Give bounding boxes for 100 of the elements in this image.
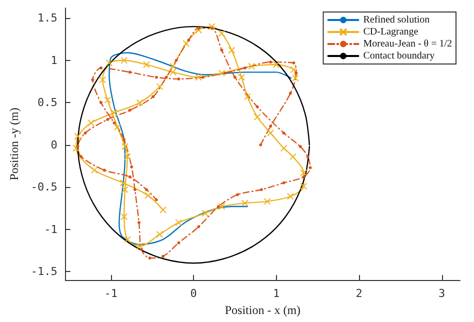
point — [259, 143, 262, 146]
point — [124, 236, 131, 243]
point — [282, 132, 286, 135]
point — [177, 241, 180, 244]
point — [218, 203, 226, 210]
legend-label: Moreau-Jean - θ = 1/2 — [363, 38, 452, 50]
point — [306, 155, 310, 158]
legend-label: CD-Lagrange — [363, 26, 419, 38]
point — [99, 101, 102, 104]
y-tick-label: 1.5 — [38, 12, 58, 25]
x-tick-label: 1 — [273, 287, 280, 300]
point — [142, 61, 150, 68]
point — [254, 113, 261, 120]
point — [133, 188, 136, 192]
point — [228, 46, 236, 54]
point — [90, 166, 98, 174]
point — [286, 192, 294, 200]
point — [162, 254, 165, 258]
point — [140, 248, 143, 252]
point — [124, 153, 131, 160]
point — [220, 48, 224, 52]
point — [210, 26, 214, 30]
y-tick-label: 1 — [50, 54, 58, 67]
y-tick-label: 0.5 — [38, 96, 58, 110]
point — [76, 145, 80, 148]
point — [233, 76, 236, 79]
y-tick-label: -1 — [44, 222, 58, 236]
point — [144, 188, 148, 192]
point — [128, 70, 132, 74]
point — [267, 130, 274, 137]
point — [175, 219, 182, 226]
point — [164, 76, 168, 79]
point — [300, 169, 308, 176]
point — [99, 76, 106, 84]
y-axis-title: Position -y (m) — [7, 108, 21, 180]
x-tick-label: 3 — [438, 287, 446, 300]
point — [80, 155, 83, 158]
point — [308, 166, 312, 170]
point — [244, 93, 251, 100]
point — [269, 124, 272, 128]
point — [136, 242, 144, 250]
x-tick-label: -1 — [104, 287, 118, 300]
point — [292, 61, 296, 64]
point — [72, 144, 80, 152]
x-tick-label: 2 — [356, 287, 362, 300]
point — [104, 96, 112, 104]
point — [300, 182, 308, 190]
x-axis-title: Position - x (m) — [224, 302, 301, 317]
point — [272, 61, 280, 68]
point — [236, 193, 239, 196]
line-series — [108, 52, 292, 246]
point — [302, 175, 306, 178]
point — [112, 121, 116, 124]
point — [174, 58, 178, 62]
point — [208, 23, 216, 30]
point — [156, 230, 164, 238]
point — [269, 60, 272, 64]
point — [238, 74, 246, 81]
point — [154, 198, 158, 202]
point — [128, 175, 132, 178]
point — [216, 205, 220, 208]
legend-label: Contact boundary — [363, 50, 435, 62]
point — [160, 206, 167, 214]
point — [148, 256, 152, 260]
point — [130, 165, 134, 168]
point — [144, 192, 152, 200]
point — [88, 119, 95, 126]
point — [110, 109, 118, 116]
point — [121, 143, 128, 150]
point — [243, 66, 246, 70]
point — [288, 92, 292, 95]
x-tick-label: 0 — [190, 287, 197, 300]
point — [120, 213, 128, 220]
point — [122, 138, 126, 142]
y-tick-label: 0 — [50, 138, 58, 152]
point — [289, 153, 296, 160]
y-tick-label: -1.5 — [30, 265, 58, 278]
point — [195, 26, 202, 34]
point — [256, 105, 259, 108]
point — [241, 200, 248, 207]
point — [187, 38, 190, 42]
point — [154, 76, 158, 79]
point — [218, 70, 226, 77]
point — [106, 118, 110, 121]
point — [298, 145, 302, 148]
y-tick-label: -0.5 — [30, 180, 58, 194]
point — [84, 132, 87, 135]
point — [120, 56, 128, 64]
point — [260, 188, 263, 192]
point — [152, 95, 155, 98]
point — [136, 99, 144, 106]
point — [74, 132, 82, 140]
point — [282, 181, 286, 184]
point — [128, 108, 132, 112]
point — [197, 225, 200, 228]
point — [294, 72, 298, 75]
point — [106, 59, 113, 66]
point — [114, 124, 122, 131]
point — [91, 78, 94, 82]
point — [182, 40, 190, 47]
